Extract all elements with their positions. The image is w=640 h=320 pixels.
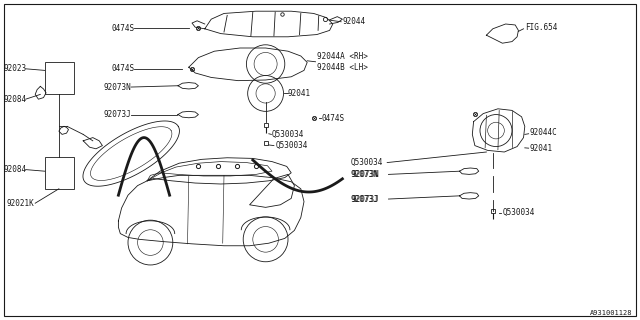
Text: 92041: 92041 (288, 89, 311, 98)
Text: 92073N: 92073N (351, 170, 378, 179)
Text: 92073J: 92073J (104, 110, 131, 119)
Text: 92084: 92084 (3, 165, 26, 174)
Text: 92084: 92084 (3, 95, 26, 104)
Text: 92021K: 92021K (6, 199, 34, 208)
Text: 92044A <RH>: 92044A <RH> (317, 52, 367, 61)
Text: Q530034: Q530034 (272, 130, 305, 139)
Text: 0474S: 0474S (111, 24, 134, 33)
Text: FIG.654: FIG.654 (525, 23, 557, 32)
Text: 92044B <LH>: 92044B <LH> (317, 63, 367, 72)
Text: 92041: 92041 (530, 144, 553, 153)
Text: 92073J: 92073J (352, 195, 380, 204)
Text: 92023: 92023 (3, 64, 26, 73)
Text: 92044C: 92044C (530, 128, 557, 137)
Text: Q530034: Q530034 (275, 141, 308, 150)
Text: 92073J: 92073J (351, 195, 378, 204)
Text: Q530034: Q530034 (502, 208, 535, 217)
Text: 92073N: 92073N (352, 170, 380, 179)
Text: A931001128: A931001128 (589, 310, 632, 316)
Text: Q530034: Q530034 (351, 158, 383, 167)
Text: 92044: 92044 (342, 17, 365, 26)
Text: 92073N: 92073N (104, 83, 131, 92)
Text: 0474S: 0474S (111, 64, 134, 73)
Bar (45, 157, 74, 189)
Text: 0474S: 0474S (321, 114, 344, 123)
Bar (45, 62, 74, 94)
